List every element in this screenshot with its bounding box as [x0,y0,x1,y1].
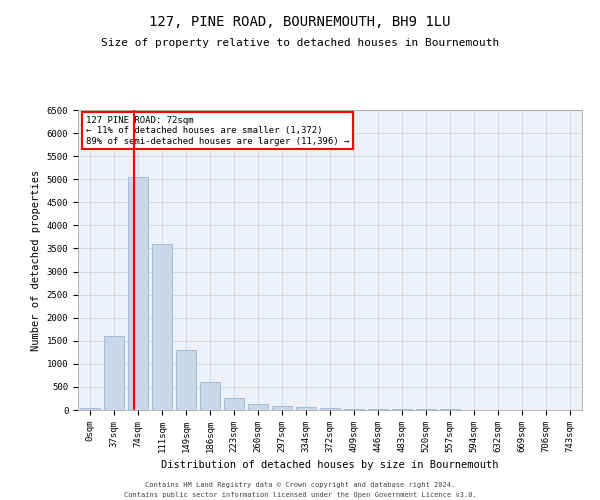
Bar [80,408,100,410]
Text: Size of property relative to detached houses in Bournemouth: Size of property relative to detached ho… [101,38,499,48]
Bar [200,382,220,410]
X-axis label: Distribution of detached houses by size in Bournemouth: Distribution of detached houses by size … [161,460,499,470]
Bar [152,244,172,410]
Bar [296,407,316,410]
Text: 127 PINE ROAD: 72sqm
← 11% of detached houses are smaller (1,372)
89% of semi-de: 127 PINE ROAD: 72sqm ← 11% of detached h… [86,116,349,146]
Bar [104,336,124,410]
Text: 127, PINE ROAD, BOURNEMOUTH, BH9 1LU: 127, PINE ROAD, BOURNEMOUTH, BH9 1LU [149,15,451,29]
Text: Contains HM Land Registry data © Crown copyright and database right 2024.: Contains HM Land Registry data © Crown c… [145,482,455,488]
Text: Contains public sector information licensed under the Open Government Licence v3: Contains public sector information licen… [124,492,476,498]
Bar [272,406,292,410]
Bar [368,409,388,410]
Bar [248,404,268,410]
Y-axis label: Number of detached properties: Number of detached properties [31,170,41,350]
Bar [392,409,412,410]
Bar [176,350,196,410]
Bar [320,408,340,410]
Bar [224,398,244,410]
Bar [344,408,364,410]
Bar [128,177,148,410]
